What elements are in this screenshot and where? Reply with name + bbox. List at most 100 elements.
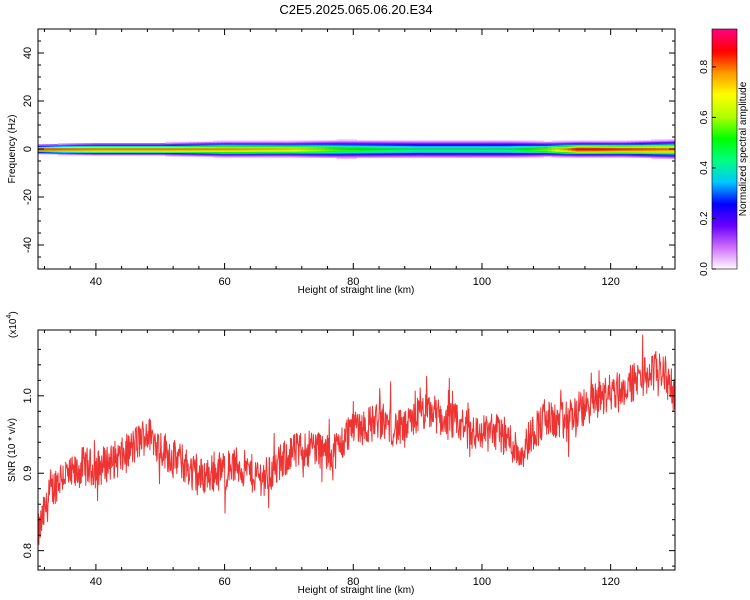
spectrogram-cell [631, 152, 636, 155]
spectrogram-cell [77, 153, 83, 156]
spectrogram-cell [400, 156, 405, 158]
spectrogram-cell [499, 140, 505, 143]
spectrogram-cell [213, 150, 218, 152]
snr-y-multiplier-text: (x10 [8, 318, 19, 338]
spectrogram-cell [121, 145, 126, 147]
spectrogram-cell [320, 156, 326, 158]
spectrogram-cell [408, 150, 413, 152]
spectrogram-cell [627, 145, 632, 147]
spectrogram-cell [205, 141, 210, 144]
spectrogram-cell [348, 155, 353, 157]
spectrogram-cell [420, 155, 425, 157]
spectrogram-cell [471, 143, 477, 145]
spectrogram-cell [85, 144, 91, 146]
spectrogram-cell [420, 147, 425, 150]
spectrogram-cell [420, 156, 425, 158]
spectrogram-cell [579, 149, 584, 151]
spectrogram-cell [647, 144, 652, 146]
spectrogram-cell [101, 143, 107, 145]
spectrogram-cell [177, 146, 182, 149]
spectrogram-cell [587, 141, 592, 144]
spectrogram-cell [45, 151, 51, 153]
spectrogram-cell [479, 144, 485, 146]
spectrogram-cell [41, 146, 47, 149]
spectrogram-cell [511, 150, 517, 152]
spectrogram-cell [197, 151, 202, 153]
spectrogram-cell [663, 144, 668, 146]
spectrogram-cell [400, 143, 405, 145]
spectrogram-cell [340, 143, 345, 145]
spectrogram-cell [336, 143, 341, 145]
spectrogram-cell [591, 146, 596, 149]
spectrogram-cell [237, 146, 242, 149]
spectrogram-cell [643, 149, 648, 151]
spectrogram-cell [535, 147, 541, 150]
spectrogram-cell [611, 150, 616, 152]
colorbar-strip [712, 81, 737, 84]
spectrogram-cell [57, 150, 63, 152]
spectrogram-cell [523, 152, 529, 155]
spectrogram-cell [344, 155, 349, 157]
spectrogram-cell [292, 151, 298, 153]
spectrogram-cell [153, 152, 158, 155]
spectrogram-cell [221, 145, 226, 147]
spectrogram-cell [49, 145, 55, 147]
spectrogram-cell [547, 149, 552, 151]
spectrogram-cell [551, 141, 556, 144]
spectrogram-cell [599, 144, 604, 146]
spectrogram-cell [467, 156, 473, 158]
spectrogram-cell [384, 140, 389, 143]
spectrogram-cell [97, 153, 103, 156]
spectrogram-cell [539, 143, 545, 145]
spectrogram-cell [400, 150, 405, 152]
spectrogram-cell [456, 143, 461, 145]
spectrogram-cell [599, 153, 604, 156]
spectrogram-cell [173, 147, 178, 150]
spectrogram-cell [444, 153, 449, 156]
spectrogram-cell [483, 146, 489, 149]
spectrogram-cell [380, 146, 385, 149]
colorbar-strip [712, 205, 737, 208]
spectrogram-cell [296, 155, 302, 157]
spectrogram-cell [276, 146, 282, 149]
spectrogram-cell [256, 149, 262, 151]
spectrogram-cell [364, 156, 369, 158]
spectrogram-cell [193, 150, 198, 152]
spectrogram-cell [503, 156, 509, 158]
spectrogram-cell [181, 147, 186, 150]
spectrogram-cell [348, 151, 353, 153]
spectrogram-y-axis-label: Frequency (Hz) [7, 115, 18, 184]
spectrogram-cell [201, 144, 206, 146]
spectrogram-cell [193, 155, 198, 157]
spectrogram-cell [201, 149, 206, 151]
spectrogram-cell [471, 147, 477, 150]
spectrogram-cell [599, 149, 604, 151]
spectrogram-cell [113, 153, 119, 156]
spectrogram-cell [440, 145, 445, 147]
spectrogram-cell [97, 145, 103, 147]
spectrogram-cell [651, 152, 656, 155]
spectrogram-cell [49, 150, 55, 152]
spectrogram-cell [448, 143, 453, 145]
spectrogram-cell [217, 156, 222, 158]
spectrogram-cell [356, 151, 361, 153]
spectrogram-cell [276, 143, 282, 145]
spectrogram-cell [404, 140, 409, 143]
spectrogram-cell [229, 140, 234, 143]
spectrogram-cell [444, 150, 449, 152]
spectrogram-cell [105, 151, 111, 153]
spectrogram-cell [475, 153, 481, 156]
spectrogram-cell [304, 147, 310, 150]
spectrogram-cell [97, 143, 103, 145]
spectrogram-cell [213, 145, 218, 147]
spectrogram-cell [535, 144, 541, 146]
spectrogram-cell [611, 145, 616, 147]
spectrogram-cell [667, 157, 672, 159]
spectrogram-cell [229, 155, 234, 157]
spectrogram-cell [316, 149, 322, 151]
spectrogram-cell [404, 143, 409, 145]
spectrogram-cell [320, 145, 326, 147]
spectrogram-cell [137, 145, 142, 147]
spectrogram-cell [659, 157, 664, 159]
spectrogram-cell [217, 150, 222, 152]
